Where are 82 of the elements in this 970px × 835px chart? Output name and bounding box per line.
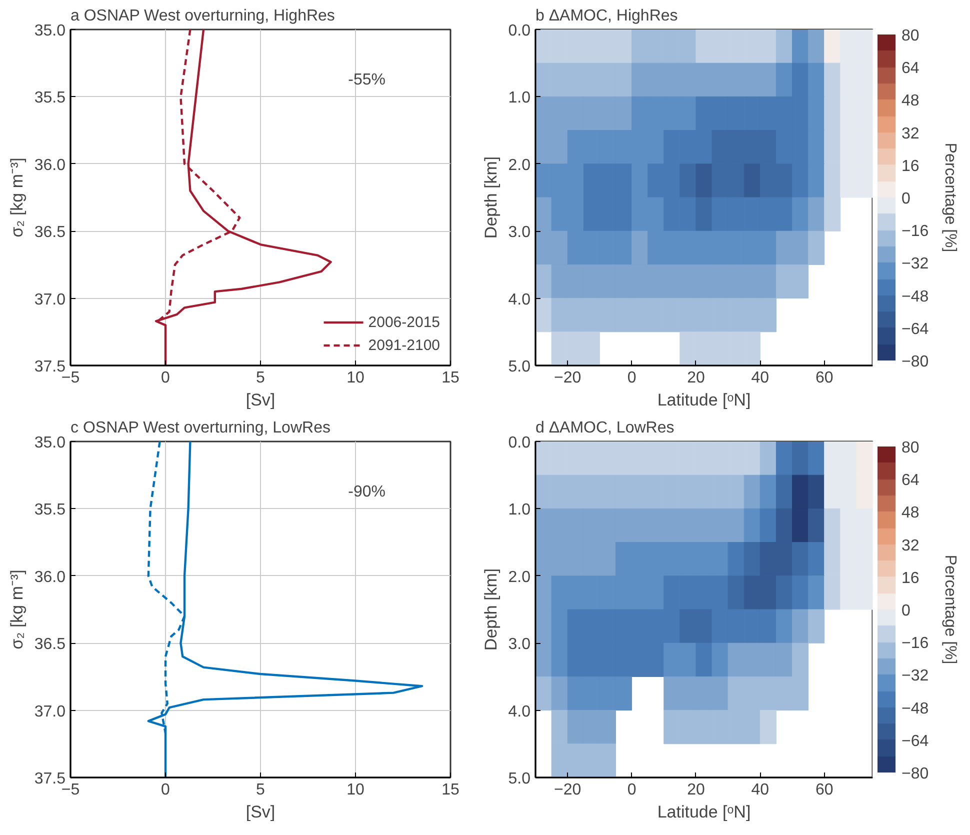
x-tick-label: 15 [442,782,460,798]
y-tick-label: 1.0 [508,502,531,519]
annotation: -55% [348,72,386,88]
y-tick-label: 35.5 [34,90,66,107]
color-bar-label: 32 [902,537,920,554]
y-tick-label: 0.0 [508,22,531,40]
x-tick-label: 40 [751,782,770,798]
chart-title: c OSNAP West overturning, LowRes [70,420,330,436]
chart-title: b ΔAMOC, HighRes [536,8,678,24]
color-bar-label: 16 [902,570,920,587]
x-tick-label: 0 [161,782,170,798]
annotation: -90% [348,484,386,500]
color-bar-label: −32 [902,256,929,273]
y-axis-title: σ₂ [kg m⁻³] [7,158,26,238]
color-bar-label: 64 [902,60,920,78]
x-tick-label: 10 [346,370,364,386]
color-bar-label: 80 [902,28,920,44]
color-bar-label: −64 [902,732,929,750]
y-tick-label: 36.0 [34,568,66,586]
color-bar-title: Percentage [%] [942,142,958,252]
x-tick-label: 0 [627,782,636,798]
y-axis-title: σ₂ [kg m⁻³] [7,570,26,650]
y-tick-label: 36.5 [34,636,66,654]
color-bar-label: 80 [902,440,920,456]
color-bar-label: −64 [902,320,929,338]
color-bar-label: 48 [902,504,920,522]
y-tick-label: 3.0 [508,636,531,654]
x-tick-label: 5 [256,370,266,386]
color-bar-label: −16 [902,223,929,240]
color-bar-label: 32 [902,125,920,142]
x-axis-title: Latitude [ᵒN] [657,802,751,822]
x-tick-label: 60 [815,370,834,386]
color-bar-label: −80 [902,354,929,370]
y-tick-label: 35.0 [34,22,66,40]
y-tick-label: 36.0 [34,156,66,174]
y-tick-label: 2.0 [508,568,531,586]
color-bar-label: 64 [902,472,920,490]
color-bar-label: −32 [902,668,929,685]
y-tick-label: 4.0 [508,703,531,720]
y-tick-label: 36.5 [34,224,66,242]
x-tick-label: 0 [161,370,170,386]
color-bar-label: 48 [902,92,920,110]
x-tick-label: 15 [442,370,460,386]
x-tick-label: −20 [554,782,582,798]
color-bar-label: 16 [902,158,920,175]
x-tick-label: 0 [627,370,636,386]
color-bar-label: −48 [902,288,929,306]
y-tick-label: 5.0 [508,358,531,376]
color-bar-label: −80 [902,766,929,782]
x-axis-title: [Sv] [246,390,276,410]
x-axis-title: Latitude [ᵒN] [657,390,751,410]
x-tick-label: −20 [554,370,582,386]
x-tick-label: 20 [687,782,705,798]
y-tick-label: 35.5 [34,502,66,519]
y-tick-label: 35.0 [34,434,66,452]
y-axis-title: Depth [km] [481,156,500,239]
y-tick-label: 3.0 [508,224,531,242]
y-tick-label: 5.0 [508,770,531,788]
x-tick-label: 60 [815,782,834,798]
color-bar-label: 0 [902,190,910,208]
chart-title: d ΔAMOC, LowRes [536,420,674,436]
y-tick-label: 0.0 [508,434,531,452]
y-tick-label: 37.0 [34,703,66,720]
x-tick-label: 5 [256,782,266,798]
y-tick-label: 37.5 [34,770,66,788]
x-tick-label: 40 [751,370,770,386]
x-tick-label: 20 [687,370,705,386]
legend-label: 2091-2100 [368,336,440,354]
y-axis-title: Depth [km] [481,568,500,651]
color-bar-title: Percentage [%] [942,554,958,664]
legend-label: 2006-2015 [368,314,440,330]
y-tick-label: 4.0 [508,291,531,308]
y-tick-label: 2.0 [508,156,531,174]
x-tick-label: 10 [346,782,364,798]
color-bar-label: −16 [902,635,929,652]
chart-title: a OSNAP West overturning, HighRes [70,8,335,24]
x-axis-title: [Sv] [246,802,276,822]
color-bar-label: 0 [902,602,910,620]
y-tick-label: 1.0 [508,90,531,107]
color-bar-label: −48 [902,700,929,718]
y-tick-label: 37.0 [34,291,66,308]
y-tick-label: 37.5 [34,358,66,376]
